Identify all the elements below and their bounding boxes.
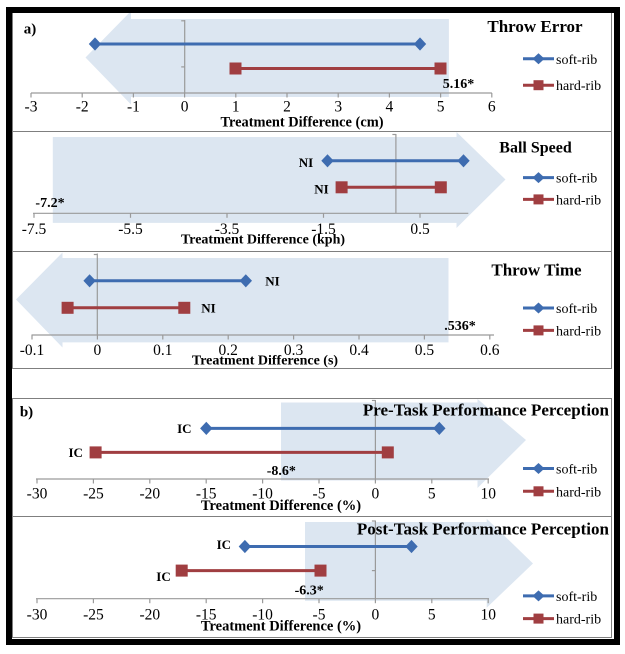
- svg-text:-15: -15: [196, 607, 217, 624]
- svg-text:NI: NI: [201, 300, 215, 315]
- svg-text:5.16*: 5.16*: [443, 77, 475, 92]
- svg-text:-20: -20: [139, 607, 160, 624]
- svg-text:Pre-Task Performance Perceptio: Pre-Task Performance Perception: [363, 401, 610, 420]
- svg-text:0.4: 0.4: [349, 342, 369, 359]
- svg-text:-30: -30: [27, 486, 48, 503]
- svg-text:hard-rib: hard-rib: [556, 79, 601, 94]
- svg-text:NI: NI: [314, 182, 328, 197]
- svg-text:-1: -1: [127, 98, 140, 115]
- svg-text:0.5: 0.5: [415, 342, 435, 359]
- svg-text:0: 0: [181, 98, 189, 115]
- svg-text:NI: NI: [299, 155, 313, 170]
- svg-text:-5: -5: [313, 486, 326, 503]
- svg-text:2: 2: [283, 98, 291, 115]
- svg-text:5: 5: [428, 607, 436, 624]
- svg-text:Treatment Difference (s): Treatment Difference (s): [192, 354, 338, 369]
- svg-text:-20: -20: [139, 486, 160, 503]
- svg-text:10: 10: [480, 607, 496, 624]
- svg-text:1: 1: [232, 98, 240, 115]
- svg-text:soft-rib: soft-rib: [556, 463, 597, 478]
- svg-text:-0.1: -0.1: [20, 342, 45, 359]
- svg-text:5: 5: [428, 486, 436, 503]
- svg-text:6: 6: [488, 98, 496, 115]
- svg-text:-7.5: -7.5: [22, 221, 47, 238]
- svg-text:0.6: 0.6: [480, 342, 500, 359]
- svg-text:a): a): [24, 22, 37, 38]
- svg-text:0: 0: [372, 486, 380, 503]
- svg-text:-6.3*: -6.3*: [295, 584, 324, 599]
- svg-text:0.2: 0.2: [219, 342, 238, 359]
- svg-text:hard-rib: hard-rib: [556, 193, 601, 208]
- svg-text:-10: -10: [252, 607, 273, 624]
- svg-text:IC: IC: [177, 421, 191, 436]
- svg-text:-2: -2: [76, 98, 89, 115]
- svg-text:NI: NI: [265, 273, 279, 288]
- svg-text:Treatment Difference (cm): Treatment Difference (cm): [220, 115, 383, 131]
- svg-text:3: 3: [334, 98, 342, 115]
- svg-text:-7.2*: -7.2*: [35, 196, 64, 211]
- svg-text:-30: -30: [27, 607, 48, 624]
- svg-text:soft-rib: soft-rib: [556, 590, 597, 605]
- svg-text:-10: -10: [252, 486, 273, 503]
- svg-text:Throw Error: Throw Error: [487, 17, 583, 36]
- svg-text:0: 0: [372, 607, 380, 624]
- svg-text:hard-rib: hard-rib: [556, 613, 601, 628]
- svg-text:b): b): [20, 405, 33, 421]
- svg-text:10: 10: [480, 486, 496, 503]
- svg-text:0.1: 0.1: [153, 342, 172, 359]
- svg-text:5: 5: [437, 98, 445, 115]
- svg-text:0: 0: [94, 342, 102, 359]
- svg-text:soft-rib: soft-rib: [556, 302, 597, 317]
- svg-text:-3: -3: [25, 98, 38, 115]
- svg-text:-3.5: -3.5: [215, 221, 240, 238]
- svg-text:4: 4: [386, 98, 394, 115]
- svg-text:-1.5: -1.5: [311, 221, 336, 238]
- svg-text:Post-Task Performance Percepti: Post-Task Performance Perception: [357, 520, 610, 539]
- svg-text:-5.5: -5.5: [118, 221, 143, 238]
- svg-text:-8.6*: -8.6*: [267, 464, 296, 479]
- svg-text:0.5: 0.5: [410, 221, 430, 238]
- svg-text:soft-rib: soft-rib: [556, 53, 597, 68]
- svg-text:hard-rib: hard-rib: [556, 324, 601, 339]
- svg-text:-15: -15: [196, 486, 217, 503]
- svg-text:hard-rib: hard-rib: [556, 485, 601, 500]
- svg-text:IC: IC: [68, 445, 82, 460]
- svg-text:-25: -25: [83, 486, 104, 503]
- svg-text:Treatment Difference (%): Treatment Difference (%): [201, 498, 361, 514]
- svg-text:0.3: 0.3: [284, 342, 304, 359]
- svg-text:IC: IC: [217, 537, 231, 552]
- svg-text:Ball Speed: Ball Speed: [499, 140, 572, 157]
- svg-text:Treatment Difference (%): Treatment Difference (%): [201, 619, 361, 635]
- svg-text:soft-rib: soft-rib: [556, 172, 597, 187]
- svg-text:Treatment Difference (kph): Treatment Difference (kph): [181, 233, 345, 248]
- svg-text:IC: IC: [156, 569, 170, 584]
- svg-text:-5: -5: [313, 607, 326, 624]
- svg-text:Throw Time: Throw Time: [491, 261, 582, 280]
- svg-text:.536*: .536*: [444, 319, 476, 334]
- svg-text:-25: -25: [83, 607, 104, 624]
